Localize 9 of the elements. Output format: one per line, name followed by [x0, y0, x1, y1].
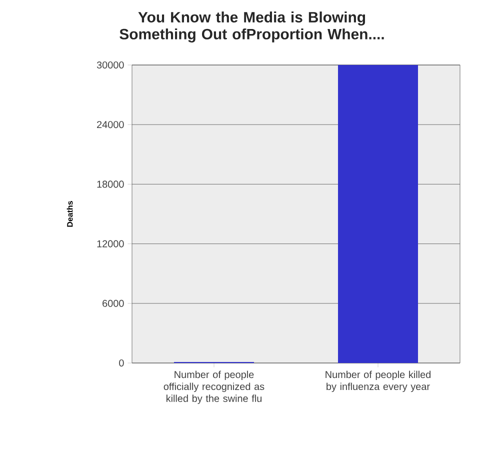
y-tick-label: 6000 [102, 300, 124, 307]
chart-title: You Know the Media is Blowing Something Out ofProportion When.... [120, 12, 384, 42]
y-tick-label: 30000 [96, 61, 124, 69]
x-tick-label: Number of people officially recognized as killed by the swine flu [164, 370, 264, 404]
y-tick-label: 18000 [97, 180, 124, 188]
y-tick-label: 24000 [97, 121, 124, 128]
y-tick-label: 12000 [97, 240, 124, 248]
x-tick-label: Number of people killed by influenza every year [326, 370, 430, 392]
y-tick-label: 0 [119, 359, 124, 367]
